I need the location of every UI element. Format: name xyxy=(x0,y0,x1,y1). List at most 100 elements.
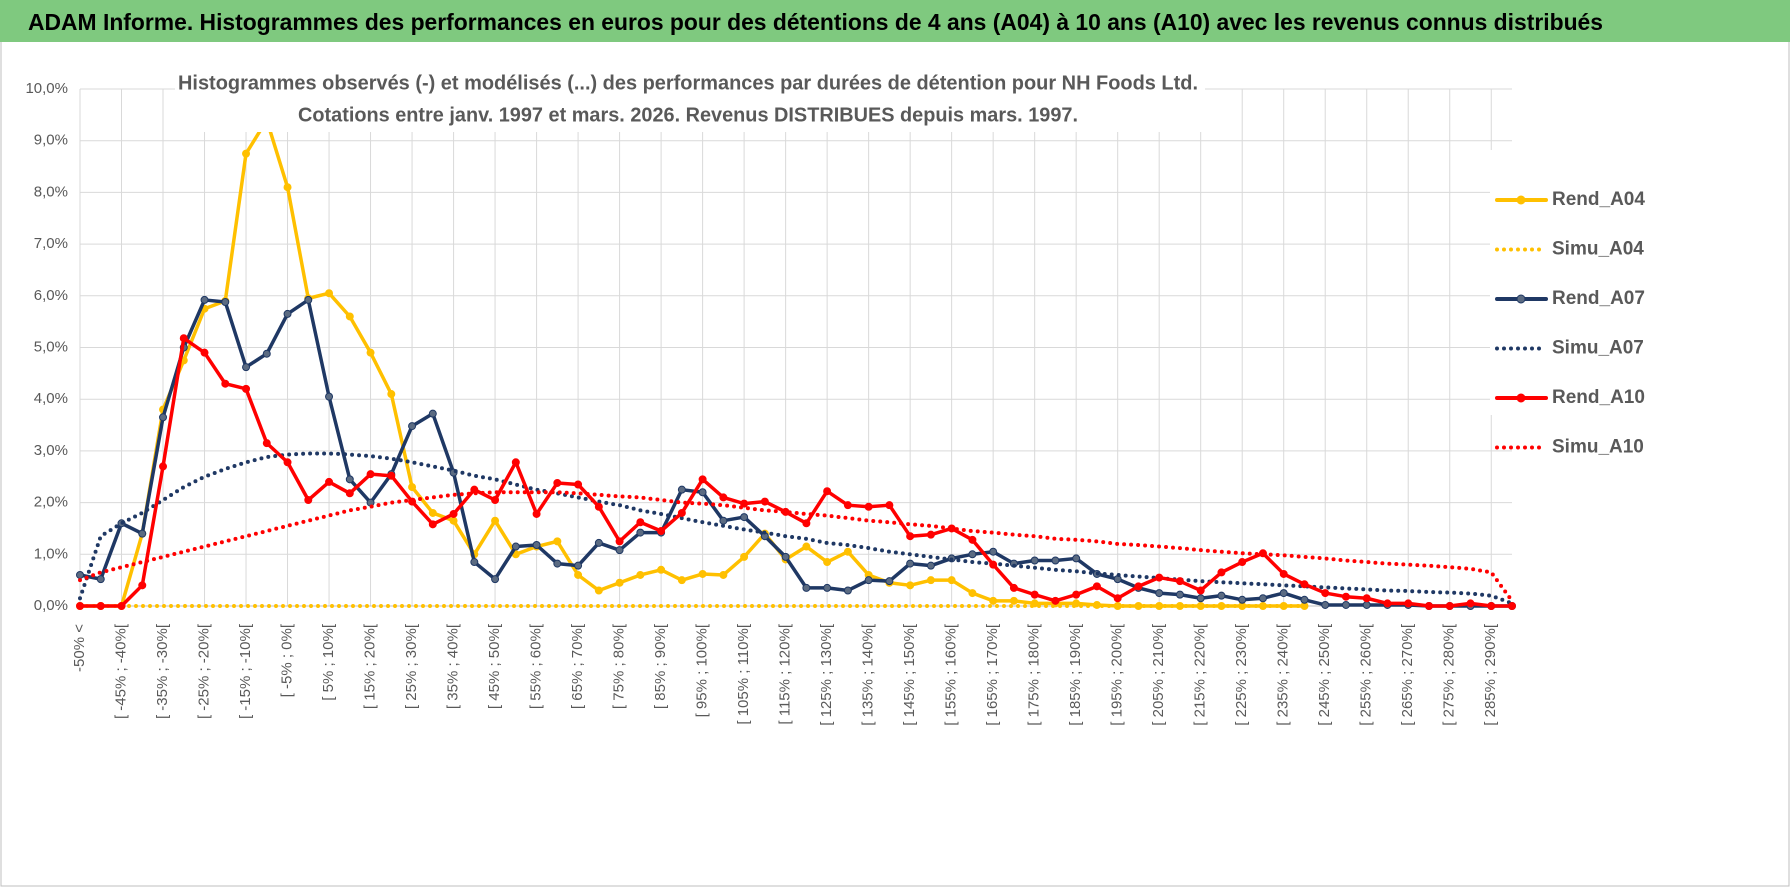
point xyxy=(1217,591,1226,600)
legend-label: Simu_A10 xyxy=(1552,437,1644,458)
x-tick-label: [ 15% ; 20%[ xyxy=(362,623,379,709)
point xyxy=(345,489,354,498)
point xyxy=(387,471,396,480)
point xyxy=(968,589,977,598)
point xyxy=(553,559,562,568)
point xyxy=(491,496,500,505)
point xyxy=(1341,600,1350,609)
point xyxy=(1238,595,1247,604)
point xyxy=(574,561,583,570)
point xyxy=(345,475,354,484)
x-tick-label: [ 185% ; 190%[ xyxy=(1067,623,1084,726)
point xyxy=(221,379,230,388)
point xyxy=(1009,596,1018,605)
point xyxy=(802,583,811,592)
point xyxy=(1217,568,1226,577)
point xyxy=(221,298,230,307)
point xyxy=(242,149,251,158)
point xyxy=(138,581,147,590)
point xyxy=(885,501,894,510)
x-tick-label: [ 75% ; 80%[ xyxy=(611,623,628,709)
point xyxy=(345,312,354,321)
point xyxy=(823,487,832,496)
point xyxy=(532,509,541,518)
point xyxy=(304,496,313,505)
point xyxy=(325,392,334,401)
y-tick-label: 2,0% xyxy=(34,494,68,511)
point xyxy=(719,493,728,502)
x-tick-label: [ -25% ; -20%[ xyxy=(195,623,212,719)
point xyxy=(636,570,645,579)
x-tick-label: [ 115% ; 120%[ xyxy=(777,623,794,724)
x-tick-label: [ 25% ; 30%[ xyxy=(403,623,420,709)
point xyxy=(200,348,209,357)
point xyxy=(96,602,105,610)
point xyxy=(677,485,686,494)
point xyxy=(491,575,500,584)
y-tick-label: 6,0% xyxy=(34,287,68,304)
y-tick-label: 10,0% xyxy=(25,80,68,97)
x-tick-label: [ -5% ; 0%[ xyxy=(279,623,296,697)
point xyxy=(1072,590,1081,599)
point xyxy=(511,458,520,467)
point xyxy=(325,477,334,486)
y-tick-label: 0,0% xyxy=(34,597,68,614)
chart-subtitle: Cotations entre janv. 1997 et mars. 2026… xyxy=(298,104,1078,126)
point xyxy=(906,532,915,541)
point xyxy=(574,480,583,489)
point xyxy=(200,295,209,304)
point xyxy=(968,550,977,559)
point xyxy=(802,519,811,528)
legend-label: Rend_A04 xyxy=(1552,189,1645,210)
point xyxy=(947,576,956,585)
point xyxy=(1362,600,1371,609)
point xyxy=(1030,556,1039,565)
point xyxy=(968,535,977,544)
point xyxy=(1196,594,1205,603)
point xyxy=(885,577,894,586)
point xyxy=(698,569,707,578)
point xyxy=(366,470,375,479)
point xyxy=(304,295,313,304)
legend-marker xyxy=(1516,294,1526,304)
point xyxy=(76,602,84,610)
point xyxy=(843,586,852,595)
y-tick-label: 4,0% xyxy=(34,390,68,407)
point xyxy=(366,348,375,357)
legend-label: Simu_A07 xyxy=(1552,338,1644,359)
point xyxy=(1321,600,1330,609)
y-tick-label: 7,0% xyxy=(34,235,68,252)
point xyxy=(159,462,168,471)
point xyxy=(594,502,603,511)
point xyxy=(428,520,437,529)
point xyxy=(1196,586,1205,595)
point xyxy=(698,475,707,484)
point xyxy=(740,552,749,561)
point xyxy=(1238,558,1247,567)
point xyxy=(1134,582,1143,591)
point xyxy=(1300,595,1309,604)
series-line xyxy=(78,451,1514,606)
point xyxy=(698,488,707,497)
point xyxy=(1092,582,1101,591)
point xyxy=(989,547,998,556)
x-tick-label: [ -45% ; -40%[ xyxy=(112,623,129,719)
point xyxy=(1424,602,1433,610)
point xyxy=(926,530,935,539)
point xyxy=(1113,594,1122,603)
legend-label: Rend_A10 xyxy=(1552,387,1645,408)
x-tick-label: [ 35% ; 40%[ xyxy=(445,623,462,709)
point xyxy=(325,289,334,298)
x-tick-label: [ 235% ; 240%[ xyxy=(1275,623,1292,726)
point xyxy=(1404,599,1413,608)
point xyxy=(1383,599,1392,608)
x-tick-label: [ -15% ; -10%[ xyxy=(237,623,254,719)
x-tick-label: [ 5% ; 10%[ xyxy=(320,623,337,701)
y-tick-label: 1,0% xyxy=(34,545,68,562)
point xyxy=(636,528,645,537)
point xyxy=(677,508,686,517)
point xyxy=(1030,590,1039,599)
point xyxy=(1009,583,1018,592)
